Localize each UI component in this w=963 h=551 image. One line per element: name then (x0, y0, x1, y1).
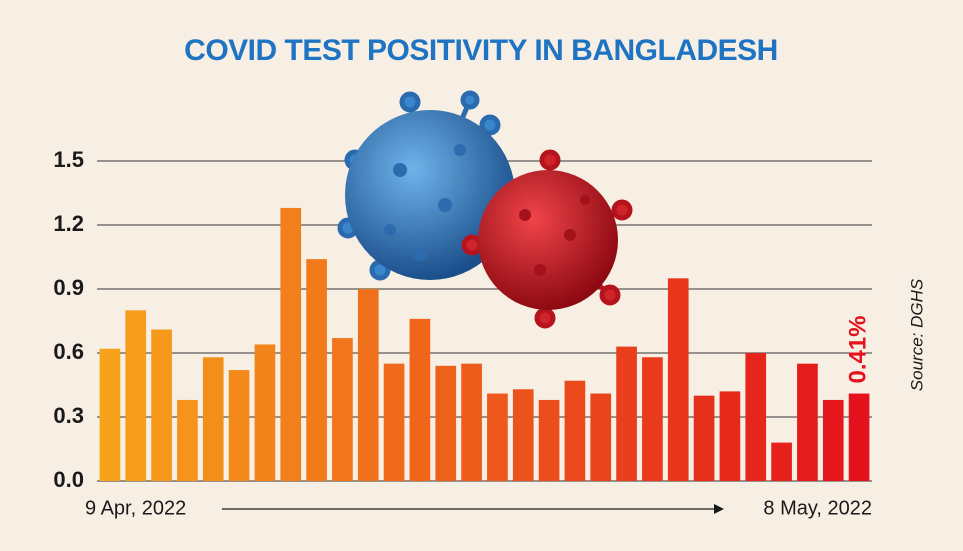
bar (616, 346, 637, 481)
bar (771, 442, 792, 481)
bar (202, 357, 224, 481)
x-tick-label: 9 Apr, 2022 (85, 497, 186, 519)
bar (797, 363, 818, 481)
y-tick-label: 1.2 (53, 211, 84, 236)
bar (564, 380, 586, 481)
y-tick-label: 1.5 (53, 147, 84, 172)
bar (99, 348, 121, 481)
bar (461, 363, 482, 481)
y-tick-label: 0.0 (53, 467, 84, 492)
y-tick-label: 0.9 (53, 275, 84, 300)
bar (719, 391, 741, 481)
bar (151, 329, 172, 481)
bar (254, 344, 276, 481)
bar (822, 399, 844, 481)
bar (435, 365, 457, 481)
bar (332, 338, 353, 481)
y-tick-label: 0.3 (53, 403, 84, 428)
source: Source: DGHS (907, 278, 926, 391)
y-tick-label: 0.6 (53, 339, 84, 364)
bar (590, 393, 612, 481)
bars (97, 160, 872, 482)
bar (409, 318, 431, 481)
bar (306, 259, 327, 481)
value-label: 0.41% (844, 315, 871, 383)
chart-title: COVID TEST POSITIVITY IN BANGLADESH (184, 34, 778, 67)
bar (125, 310, 147, 481)
bar (642, 357, 663, 481)
bar (848, 393, 870, 481)
virus-decoration (337, 90, 633, 329)
x-tick-label: 8 May, 2022 (763, 497, 872, 519)
bar (357, 289, 379, 481)
bar (487, 393, 508, 481)
bar (512, 389, 534, 481)
bar (745, 353, 767, 481)
date-arrowhead (714, 504, 724, 514)
bar (538, 399, 560, 481)
bar (383, 363, 405, 481)
bar (667, 278, 689, 481)
bar (280, 207, 302, 481)
bar (693, 395, 715, 481)
bar (177, 399, 198, 481)
bar (228, 370, 250, 481)
